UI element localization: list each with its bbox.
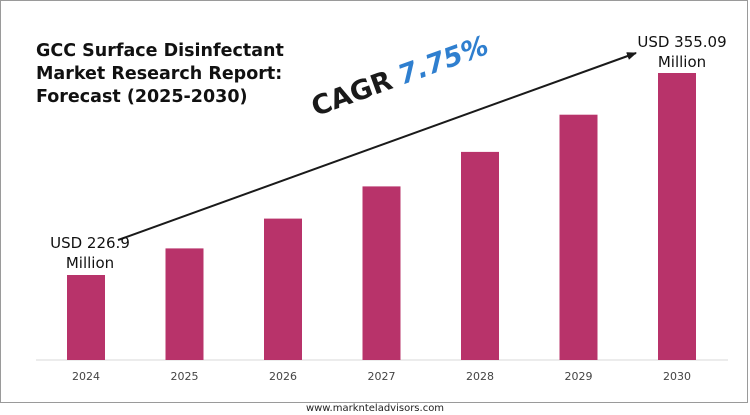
chart-title-line-2: Market Research Report: — [36, 64, 283, 84]
bar-2027 — [362, 186, 401, 360]
chart-title-line-1: GCC Surface Disinfectant — [36, 41, 284, 61]
cagr-arrow — [117, 52, 637, 241]
end-value-line-2: Million — [657, 53, 707, 71]
start-value-line-1: USD 226.9 — [50, 234, 130, 252]
x-tick-2026: 2026 — [269, 370, 297, 383]
chart-title: GCC Surface Disinfectant Market Research… — [36, 40, 296, 109]
end-value-label: USD 355.09 Million — [622, 32, 742, 72]
x-tick-2027: 2027 — [368, 370, 396, 383]
start-value-label: USD 226.9 Million — [42, 233, 138, 273]
start-value-line-2: Million — [65, 254, 115, 272]
x-tick-2029: 2029 — [565, 370, 593, 383]
end-value-line-1: USD 355.09 — [637, 33, 727, 51]
bar-2025 — [165, 248, 204, 360]
x-tick-2024: 2024 — [72, 370, 100, 383]
bar-2026 — [264, 218, 302, 360]
x-tick-2025: 2025 — [171, 370, 199, 383]
footer-url: www.marknteladvisors.com — [305, 403, 445, 414]
bar-2029 — [559, 114, 598, 360]
x-tick-2030: 2030 — [663, 370, 691, 383]
x-tick-2028: 2028 — [466, 370, 494, 383]
chart-title-line-3: Forecast (2025-2030) — [36, 87, 248, 107]
bar-2028 — [461, 151, 499, 360]
bar-2030 — [658, 73, 696, 360]
bar-2024 — [67, 275, 105, 360]
